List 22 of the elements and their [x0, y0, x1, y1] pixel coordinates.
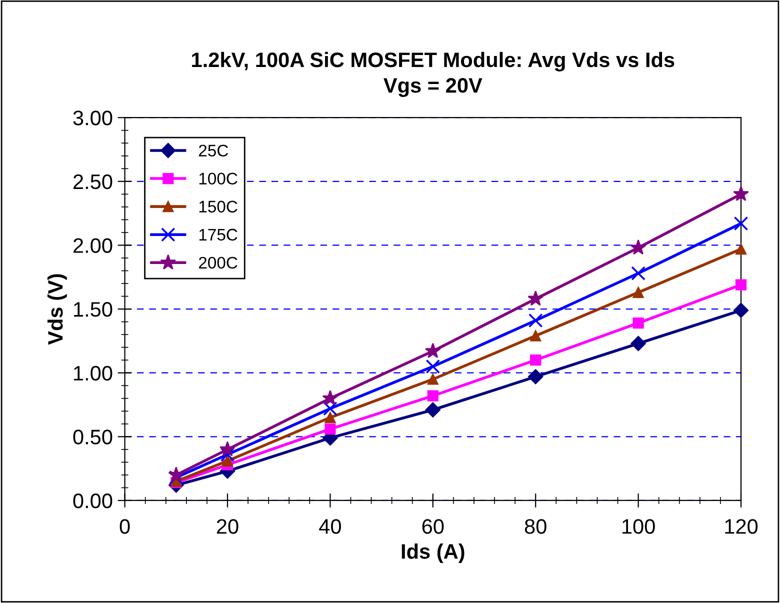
y-axis-title: Vds (V)	[47, 274, 67, 345]
x-tick-label: 80	[524, 519, 546, 534]
y-tick-label: 2.00	[74, 238, 112, 253]
x-axis-title: Ids (A)	[402, 544, 464, 563]
y-tick-label: 1.00	[74, 366, 112, 381]
x-tick-label: 20	[216, 519, 238, 534]
y-tick-label: 3.00	[73, 110, 112, 126]
chart-title: 1.2kV, 100A SiC MOSFET Module: Avg Vds vs Ids Vgs = 20V	[192, 52, 674, 97]
legend-label: 25C	[198, 144, 228, 156]
legend-label: 175C	[199, 228, 238, 241]
legend-label: 200C	[198, 256, 238, 269]
y-tick-label: 0.50	[73, 430, 112, 444]
y-tick-label: 0.00	[73, 493, 112, 508]
y-tick-label: 1.50	[74, 302, 112, 317]
legend-label: 100C	[199, 172, 238, 185]
x-tick-label: 0	[120, 519, 130, 534]
legend-label: 150C	[199, 200, 238, 213]
x-tick-label: 120	[725, 519, 758, 534]
x-tick-label: 100	[622, 519, 655, 534]
x-tick-label: 40	[319, 519, 341, 534]
x-tick-label: 60	[422, 519, 444, 534]
y-tick-label: 2.50	[74, 174, 112, 190]
